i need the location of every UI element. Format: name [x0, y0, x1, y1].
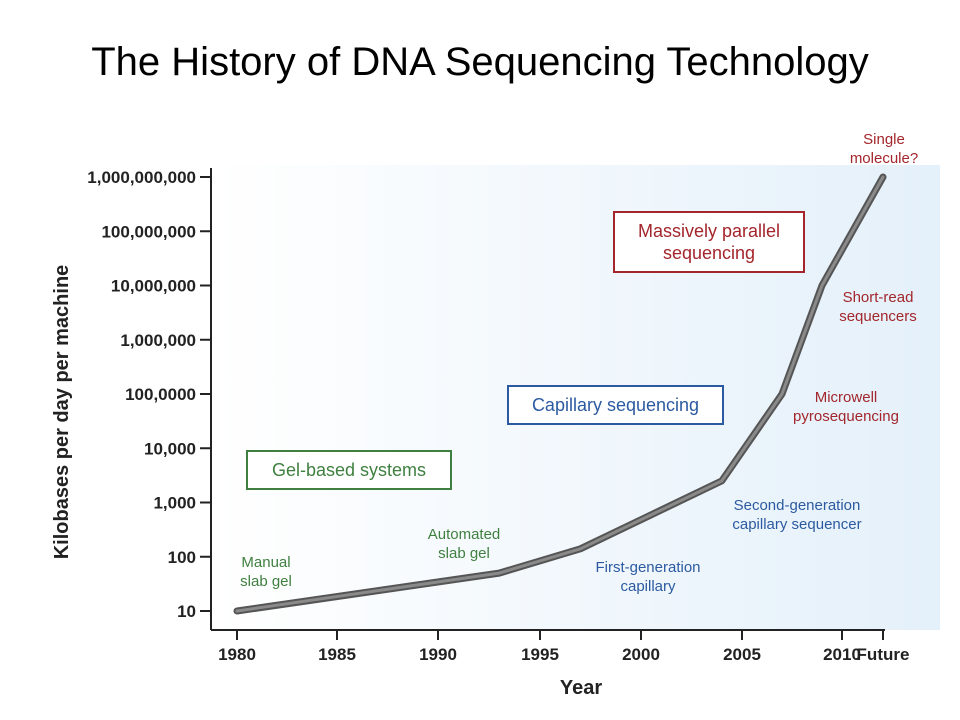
y-tick-label: 10: [177, 602, 196, 621]
y-tick-label: 1,000: [153, 494, 196, 513]
y-tick-label: 100,0000: [125, 385, 196, 404]
annotation-label: Microwell: [815, 389, 878, 406]
y-axis-title: Kilobases per day per machine: [51, 265, 73, 560]
region-box: [507, 385, 724, 425]
region-label: Massively parallel: [638, 221, 780, 241]
x-tick-label: Future: [857, 645, 910, 664]
x-tick-label: 1995: [521, 645, 559, 664]
annotation-label: Single: [863, 131, 905, 148]
y-tick-label: 1,000,000,000: [87, 168, 196, 187]
x-tick-label: 2010: [823, 645, 861, 664]
y-tick-label: 10,000,000: [111, 277, 196, 296]
x-tick-label: 2000: [622, 645, 660, 664]
x-tick-label: 1990: [419, 645, 457, 664]
annotation-label: capillary sequencer: [732, 516, 861, 533]
annotation-label: slab gel: [240, 573, 292, 590]
y-tick-label: 1,000,000: [120, 331, 196, 350]
annotation-label: Second-generation: [734, 497, 861, 514]
y-tick-label: 100: [168, 548, 196, 567]
region-box: [246, 450, 452, 490]
annotation-label: Manual: [241, 554, 290, 571]
annotation-label: sequencers: [839, 308, 917, 325]
annotation-label: Automated: [428, 526, 501, 543]
x-axis-title: Year: [560, 677, 602, 699]
annotation-label: molecule?: [850, 150, 918, 167]
annotation-label: capillary: [620, 578, 676, 595]
y-tick-label: 100,000,000: [101, 222, 196, 241]
series-layer: [233, 173, 887, 615]
region-box: [613, 211, 805, 273]
region-label: sequencing: [663, 243, 755, 263]
annotations: Manual slab gel Automated slab gel First-gen…: [240, 131, 918, 595]
x-tick-label: 2005: [723, 645, 761, 664]
region-boxes: Gel-based systems Capillary sequencing Mas…: [246, 211, 805, 490]
annotation-label: pyrosequencing: [793, 408, 899, 425]
region-label: Gel-based systems: [272, 460, 426, 480]
region-label: Capillary sequencing: [532, 395, 699, 415]
y-tick-label: 10,000: [144, 439, 196, 458]
x-tick-label: 1980: [218, 645, 256, 664]
y-axis-ticks: 10 100 1,000 10,000 100,0000 1,000,000 10,000,…: [87, 168, 211, 621]
series-line: [235, 175, 885, 613]
annotation-label: slab gel: [438, 545, 490, 562]
page-title: The History of DNA Sequencing Technology: [91, 40, 869, 84]
annotation-label: Short-read: [843, 289, 914, 306]
annotation-label: First-generation: [595, 559, 700, 576]
x-tick-label: 1985: [318, 645, 356, 664]
